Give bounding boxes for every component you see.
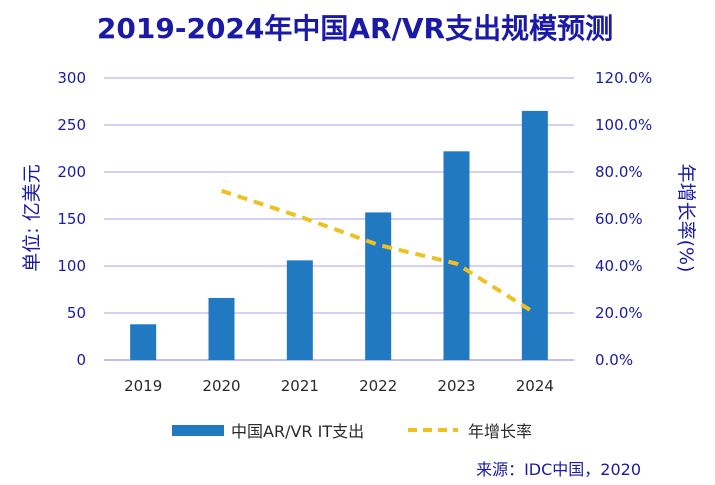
- left-tick-label: 250: [57, 116, 86, 134]
- left-tick-label: 300: [57, 69, 86, 87]
- right-tick-label: 40.0%: [595, 257, 643, 275]
- x-tick-label: 2023: [437, 377, 475, 395]
- left-tick-label: 200: [57, 163, 86, 181]
- source-note: 来源：IDC中国，2020: [476, 460, 641, 479]
- right-axis-label: 年增长率(%): [675, 164, 697, 273]
- x-tick-label: 2020: [202, 377, 240, 395]
- right-tick-label: 100.0%: [595, 116, 652, 134]
- bar-2022: [365, 212, 392, 360]
- left-tick-label: 100: [57, 257, 86, 275]
- left-axis-label: 单位: 亿美元: [21, 164, 43, 271]
- left-tick-label: 0: [76, 351, 86, 369]
- right-axis-ticks: 0.0% 20.0% 40.0% 60.0% 80.0% 100.0% 120.0%: [595, 69, 652, 369]
- legend-line-label: 年增长率: [468, 422, 532, 441]
- x-tick-label: 2021: [281, 377, 319, 395]
- bars: [130, 110, 548, 361]
- growth-line: [220, 188, 536, 315]
- right-tick-label: 120.0%: [595, 69, 652, 87]
- growth-rate-line: [220, 188, 536, 315]
- left-axis-ticks: 0 50 100 150 200 250 300: [57, 69, 86, 369]
- x-tick-label: 2022: [359, 377, 397, 395]
- chart-title: 2019-2024年中国AR/VR支出规模预测: [97, 12, 613, 45]
- right-tick-label: 60.0%: [595, 210, 643, 228]
- right-tick-label: 20.0%: [595, 304, 643, 322]
- legend: 中国AR/VR IT支出 年增长率: [172, 422, 532, 441]
- right-tick-label: 0.0%: [595, 351, 633, 369]
- legend-bar-label: 中国AR/VR IT支出: [231, 422, 364, 441]
- right-tick-label: 80.0%: [595, 163, 643, 181]
- left-tick-label: 50: [67, 304, 86, 322]
- bar-2021: [286, 260, 313, 360]
- gridlines: [104, 77, 574, 361]
- bar-2024: [521, 110, 548, 361]
- bar-2020: [208, 297, 235, 360]
- x-axis-ticks: 2019 2020 2021 2022 2023 2024: [124, 377, 554, 395]
- bar-2019: [130, 324, 157, 360]
- left-tick-label: 150: [57, 210, 86, 228]
- x-tick-label: 2019: [124, 377, 162, 395]
- legend-bar-swatch: [172, 425, 224, 436]
- x-tick-label: 2024: [516, 377, 554, 395]
- bar-2023: [443, 151, 470, 360]
